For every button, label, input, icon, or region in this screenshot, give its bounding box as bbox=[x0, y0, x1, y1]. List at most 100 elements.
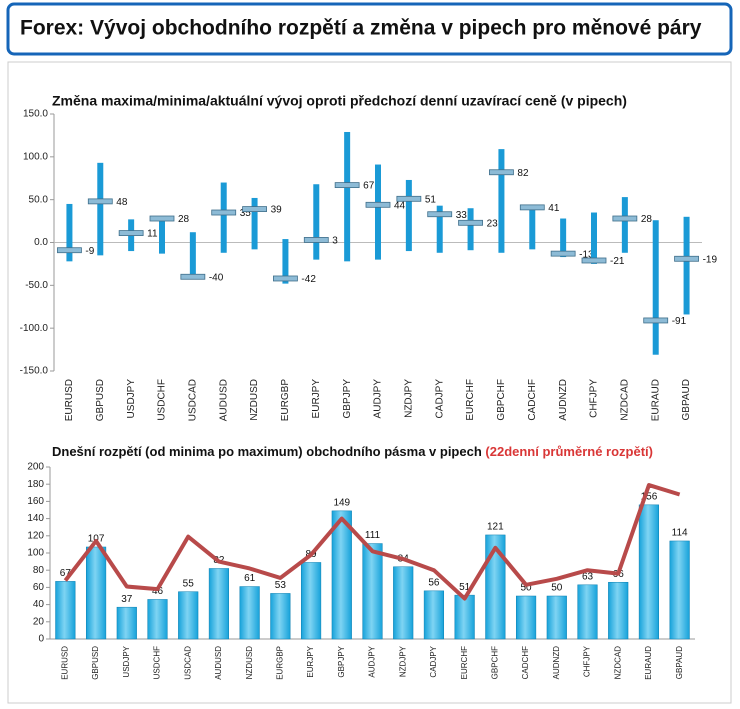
current-marker bbox=[550, 250, 576, 257]
bar bbox=[178, 591, 199, 640]
x-tick-label: CADCHF bbox=[521, 646, 530, 679]
value-label: 63 bbox=[582, 571, 594, 582]
current-marker bbox=[643, 317, 669, 324]
value-label: 28 bbox=[178, 214, 190, 225]
range-bar bbox=[436, 205, 443, 253]
x-tick-label: CHFJPY bbox=[583, 645, 592, 677]
x-tick-label: GBPUSD bbox=[91, 646, 100, 680]
x-tick-label: NZDCAD bbox=[613, 646, 622, 680]
bar bbox=[608, 581, 629, 640]
range-bar bbox=[251, 197, 258, 250]
x-tick-label: GBPJPY bbox=[337, 645, 346, 677]
x-tick-label: EURCHF bbox=[460, 646, 469, 679]
bar bbox=[208, 568, 230, 640]
legend-line: (22denní průměrné rozpětí) bbox=[485, 444, 653, 459]
x-tick-label: CADJPY bbox=[429, 645, 438, 677]
range-bar bbox=[313, 184, 320, 260]
current-marker bbox=[334, 182, 360, 189]
x-tick-label: AUDNZD bbox=[552, 646, 561, 680]
current-marker bbox=[273, 275, 298, 282]
value-label: -9 bbox=[85, 246, 94, 257]
range-bar bbox=[683, 216, 690, 315]
x-tick-label: EURGBP bbox=[280, 379, 291, 422]
range-bar bbox=[375, 164, 381, 260]
bar bbox=[116, 606, 137, 640]
value-label: 51 bbox=[459, 582, 471, 593]
header-title: Forex: Vývoj obchodního rozpětí a změna … bbox=[20, 17, 702, 40]
y-tick-label: 200 bbox=[27, 462, 44, 473]
range-bar bbox=[467, 208, 474, 251]
range-bar bbox=[220, 182, 227, 253]
y-tick-label: -50.0 bbox=[25, 280, 48, 291]
value-label: 50 bbox=[551, 583, 563, 594]
x-tick-label: AUDJPY bbox=[368, 645, 377, 677]
bar bbox=[239, 586, 260, 640]
range-bar bbox=[405, 179, 412, 252]
value-label: -40 bbox=[209, 272, 224, 283]
value-label: 39 bbox=[271, 205, 283, 216]
current-marker bbox=[118, 230, 144, 236]
x-tick-label: EURAUD bbox=[644, 646, 653, 680]
bar bbox=[300, 562, 322, 640]
current-marker bbox=[149, 215, 175, 222]
range-bar bbox=[282, 239, 289, 284]
bar bbox=[55, 581, 76, 640]
x-tick-label: USDCHF bbox=[157, 379, 168, 421]
value-label: 56 bbox=[428, 577, 440, 588]
current-marker bbox=[458, 219, 483, 226]
value-label: 33 bbox=[456, 210, 468, 221]
value-label: 82 bbox=[517, 168, 529, 179]
bar bbox=[669, 540, 690, 640]
value-label: 67 bbox=[363, 181, 375, 192]
y-tick-label: -100.0 bbox=[20, 323, 49, 334]
y-tick-label: 80 bbox=[33, 565, 45, 576]
x-tick-label: CHFJPY bbox=[589, 379, 600, 418]
value-label: 48 bbox=[116, 197, 128, 208]
value-label: 50 bbox=[521, 583, 533, 594]
range-bar bbox=[591, 212, 597, 264]
range-bar bbox=[97, 162, 104, 256]
y-tick-label: 100 bbox=[27, 548, 44, 559]
current-marker bbox=[427, 211, 453, 218]
x-tick-label: EURCHF bbox=[465, 379, 476, 421]
x-tick-label: CADJPY bbox=[434, 379, 445, 419]
x-tick-label: NZDUSD bbox=[245, 646, 254, 680]
x-tick-label: AUDUSD bbox=[218, 379, 229, 421]
average-line bbox=[63, 483, 681, 601]
value-label: -42 bbox=[301, 274, 316, 285]
current-marker bbox=[87, 198, 113, 205]
current-marker bbox=[519, 204, 545, 211]
value-label: 41 bbox=[548, 203, 560, 214]
bar bbox=[147, 599, 168, 640]
value-label: 28 bbox=[641, 214, 653, 225]
x-tick-label: EURGBP bbox=[275, 646, 284, 680]
value-label: 44 bbox=[394, 200, 406, 211]
y-tick-label: 60 bbox=[33, 582, 45, 593]
current-marker bbox=[489, 169, 514, 176]
range-bar bbox=[66, 203, 73, 262]
x-tick-label: USDCAD bbox=[187, 379, 198, 421]
y-tick-label: 0 bbox=[38, 634, 44, 645]
x-tick-label: EURJPY bbox=[306, 645, 315, 677]
value-label: -21 bbox=[610, 256, 625, 267]
range-bar bbox=[344, 131, 351, 262]
value-label: 114 bbox=[672, 528, 688, 539]
current-marker bbox=[674, 255, 699, 262]
value-label: 35 bbox=[240, 208, 252, 219]
range-bar bbox=[621, 197, 628, 253]
current-marker bbox=[57, 247, 82, 254]
y-tick-label: 100.0 bbox=[23, 151, 48, 162]
y-tick-label: -150.0 bbox=[20, 366, 49, 377]
value-label: 11 bbox=[147, 229, 158, 240]
bar bbox=[393, 566, 414, 640]
bar bbox=[331, 510, 352, 640]
range-bar bbox=[498, 149, 505, 253]
value-label: 51 bbox=[425, 194, 437, 205]
x-tick-label: AUDJPY bbox=[373, 379, 384, 419]
x-tick-label: GBPUSD bbox=[95, 379, 106, 421]
x-tick-label: AUDUSD bbox=[214, 646, 223, 680]
value-label: 37 bbox=[121, 594, 133, 605]
value-label: 156 bbox=[641, 491, 658, 502]
range-bar bbox=[529, 207, 536, 250]
y-tick-label: 150.0 bbox=[23, 109, 48, 120]
